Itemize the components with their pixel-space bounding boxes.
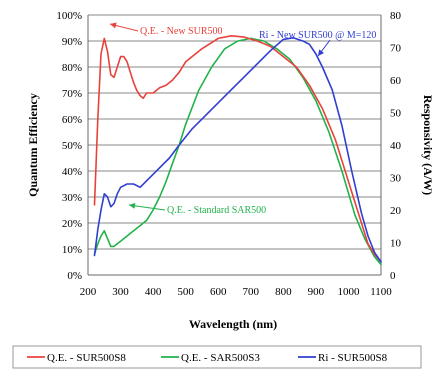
y-right-tick-label: 60	[390, 75, 402, 87]
legend-label: Q.E. - SAR500S3	[181, 352, 260, 364]
y-left-tick-label: 50%	[62, 140, 82, 152]
annotation-arrowhead	[318, 49, 324, 56]
y-right-tick-label: 40	[390, 140, 402, 152]
annotation-label: Ri - New SUR500 @ M=120	[259, 30, 376, 41]
y-left-tick-label: 0%	[67, 270, 82, 282]
x-tick-label: 200	[80, 286, 97, 298]
series-line	[93, 36, 382, 263]
annotation-arrowhead	[129, 202, 136, 209]
annotation-layer: Q.E. - New SUR500 Ri - New SUR500 @ M=120…	[109, 22, 376, 216]
x-tick-label: 400	[145, 286, 162, 298]
series-layer	[93, 34, 382, 266]
y-right-tick-label: 80	[390, 10, 402, 22]
x-tick-label: 1100	[370, 286, 392, 298]
y-left-tick-label: 20%	[62, 218, 82, 230]
y-right-tick-label: 20	[390, 205, 402, 217]
annotation-label: Q.E. - Standard SAR500	[167, 205, 266, 216]
axis-layer: 0% 10% 20% 30% 40% 50% 60% 70% 80% 90% 100% 0 10 20 30…	[56, 10, 401, 298]
y-right-tick-label: 50	[390, 108, 402, 120]
x-tick-label: 900	[308, 286, 325, 298]
y-left-tick-label: 40%	[62, 166, 82, 178]
annotation-arrowhead	[110, 22, 117, 29]
y-right-tick-label: 0	[390, 270, 396, 282]
series-line	[93, 37, 382, 266]
legend-label: Q.E. - SUR500S8	[47, 352, 126, 364]
y-right-tick-label: 70	[390, 43, 402, 55]
y-right-tick-label: 10	[390, 238, 402, 250]
y-left-tick-label: 60%	[62, 114, 82, 126]
x-tick-label: 800	[275, 286, 292, 298]
x-axis-title: Wavelength (nm)	[189, 317, 277, 331]
x-tick-label: 500	[177, 286, 194, 298]
y-axis-left-title: Quantum Efficiency	[26, 93, 40, 197]
x-tick-label: 1000	[337, 286, 360, 298]
y-left-tick-label: 100%	[56, 10, 82, 22]
x-tick-label: 300	[112, 286, 129, 298]
y-left-tick-label: 10%	[62, 244, 82, 256]
legend-box	[12, 345, 422, 369]
x-tick-label: 600	[210, 286, 227, 298]
series-line	[93, 34, 382, 263]
legend-label: Ri - SUR500S8	[318, 352, 388, 364]
x-tick-label: 700	[243, 286, 260, 298]
y-axis-right-title: Responsivity (A/W)	[421, 95, 434, 195]
y-left-tick-label: 30%	[62, 192, 82, 204]
annotation-label: Q.E. - New SUR500	[140, 26, 223, 37]
y-left-tick-label: 70%	[62, 88, 82, 100]
y-left-tick-label: 90%	[62, 36, 82, 48]
y-left-tick-label: 80%	[62, 62, 82, 74]
annotation-arrow	[128, 204, 166, 211]
grid-layer	[88, 14, 381, 276]
legend: Q.E. - SUR500S8 Q.E. - SAR500S3 Ri - SUR50…	[12, 345, 422, 369]
y-right-tick-label: 30	[390, 173, 402, 185]
